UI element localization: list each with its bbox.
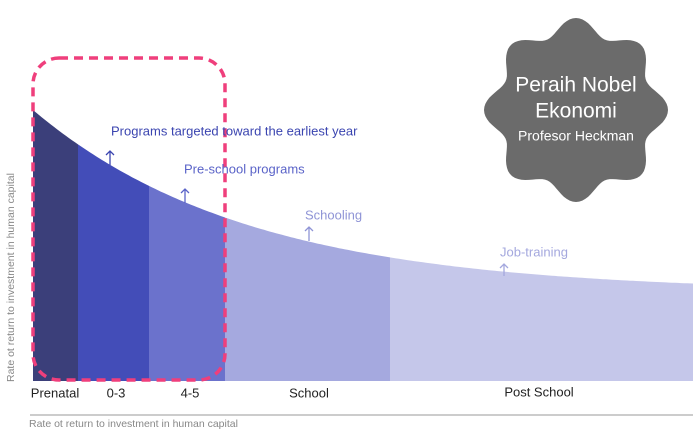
segment-label: Post School bbox=[504, 384, 573, 399]
badge-line: Profesor Heckman bbox=[518, 128, 634, 144]
segment-label: 0-3 bbox=[107, 385, 126, 400]
segment-area bbox=[225, 217, 390, 381]
annotation: Job-training bbox=[500, 244, 568, 259]
highlight-box bbox=[31, 56, 227, 382]
badge-line: Ekonomi bbox=[535, 100, 617, 123]
annotation: Pre-school programs bbox=[184, 161, 305, 176]
badge-line: Peraih Nobel bbox=[515, 74, 636, 97]
segment-area bbox=[78, 144, 149, 381]
segment-label: School bbox=[289, 385, 329, 400]
badge-shape bbox=[484, 18, 668, 202]
annotation: Programs targeted toward the earliest ye… bbox=[111, 123, 358, 138]
badge: Peraih Nobel Ekonomi Profesor Heckman bbox=[484, 18, 668, 202]
annotation: Schooling bbox=[305, 207, 362, 222]
arrows bbox=[105, 150, 509, 276]
segment-area bbox=[149, 185, 225, 381]
segment-area bbox=[33, 110, 78, 381]
segment-label: 4-5 bbox=[181, 385, 200, 400]
segment-labels: Prenatal 0-3 4-5 School Post School bbox=[31, 384, 574, 400]
x-axis-label: Rate ot return to investment in human ca… bbox=[29, 418, 238, 430]
segment-label: Prenatal bbox=[31, 385, 80, 400]
curve-areas bbox=[33, 110, 693, 381]
y-axis-label: Rate ot return to investment in human ca… bbox=[5, 173, 17, 382]
segment-area bbox=[390, 257, 693, 381]
